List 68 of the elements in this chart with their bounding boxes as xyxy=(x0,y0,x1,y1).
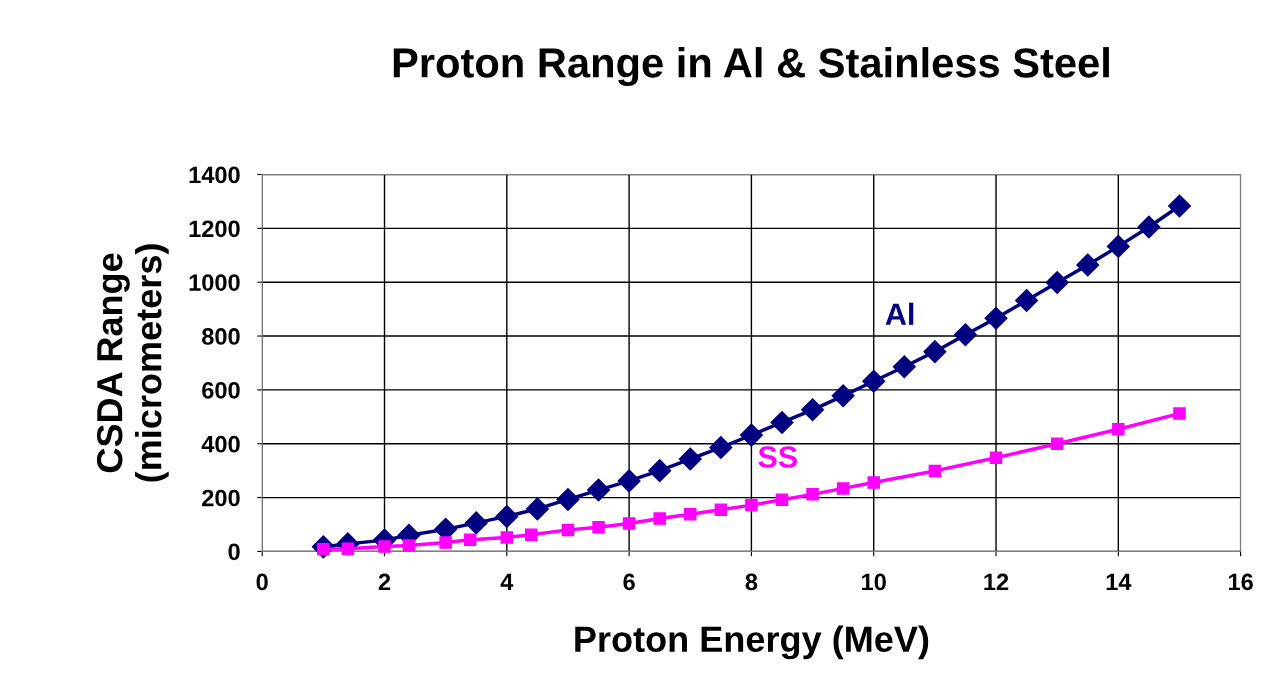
x-tick-label: 4 xyxy=(500,573,514,591)
y-tick-label: 1400 xyxy=(189,166,240,184)
x-tick-label: 10 xyxy=(862,573,886,591)
x-tick-label: 12 xyxy=(984,573,1009,591)
point xyxy=(495,504,519,528)
point xyxy=(463,533,477,547)
point xyxy=(801,398,825,422)
chart-title: Proton Range in Al & Stainless Steel xyxy=(393,47,1109,87)
point xyxy=(709,435,733,459)
y-tick-label: 0 xyxy=(228,543,240,561)
y-axis-title: CSDA Range (micrometers) xyxy=(96,244,169,482)
series-label: Al xyxy=(885,302,914,325)
point xyxy=(464,511,488,535)
point xyxy=(739,423,763,447)
point xyxy=(831,384,855,408)
point xyxy=(862,369,886,393)
point xyxy=(928,464,942,478)
x-tick-label: 8 xyxy=(745,573,758,591)
point xyxy=(1076,253,1100,277)
x-tick-label: 0 xyxy=(256,573,268,591)
point xyxy=(561,523,575,537)
point xyxy=(989,451,1003,464)
point xyxy=(1167,194,1191,218)
point xyxy=(806,488,819,501)
point xyxy=(1050,437,1064,450)
point xyxy=(525,497,549,521)
y-tick-label: 1200 xyxy=(189,220,240,238)
x-tick-label: 16 xyxy=(1228,573,1253,591)
point xyxy=(378,540,391,553)
series-label: SS xyxy=(758,446,798,468)
x-tick-label: 2 xyxy=(378,573,391,591)
y-tick-label: 200 xyxy=(202,489,240,507)
point xyxy=(923,340,947,364)
point xyxy=(684,508,697,521)
x-tick-label: 14 xyxy=(1106,573,1132,591)
y-tick-label: 400 xyxy=(201,435,240,453)
point xyxy=(984,306,1008,330)
point xyxy=(617,469,641,493)
point xyxy=(867,476,880,489)
y-tick-label: 800 xyxy=(202,328,240,345)
point xyxy=(525,528,538,541)
point xyxy=(745,498,758,512)
point xyxy=(836,482,850,495)
point xyxy=(500,531,514,544)
point xyxy=(1137,215,1161,239)
point xyxy=(648,459,672,483)
y-tick-label: 1000 xyxy=(189,274,240,291)
point xyxy=(587,478,611,502)
point xyxy=(622,517,636,530)
point xyxy=(402,539,416,552)
x-tick-label: 6 xyxy=(623,573,635,591)
point xyxy=(1045,270,1069,294)
point xyxy=(770,410,794,434)
y-tick-label: 600 xyxy=(202,381,240,399)
point xyxy=(714,503,728,516)
point xyxy=(439,536,452,549)
point xyxy=(953,323,977,347)
point xyxy=(892,355,916,379)
point xyxy=(775,493,789,506)
point xyxy=(556,487,580,511)
point xyxy=(1112,422,1125,436)
point xyxy=(1173,407,1186,420)
point xyxy=(653,512,666,525)
point xyxy=(1106,234,1130,258)
x-axis-title: Proton Energy (MeV) xyxy=(575,625,929,660)
point xyxy=(592,520,605,534)
point xyxy=(1015,289,1039,312)
point xyxy=(678,447,702,471)
